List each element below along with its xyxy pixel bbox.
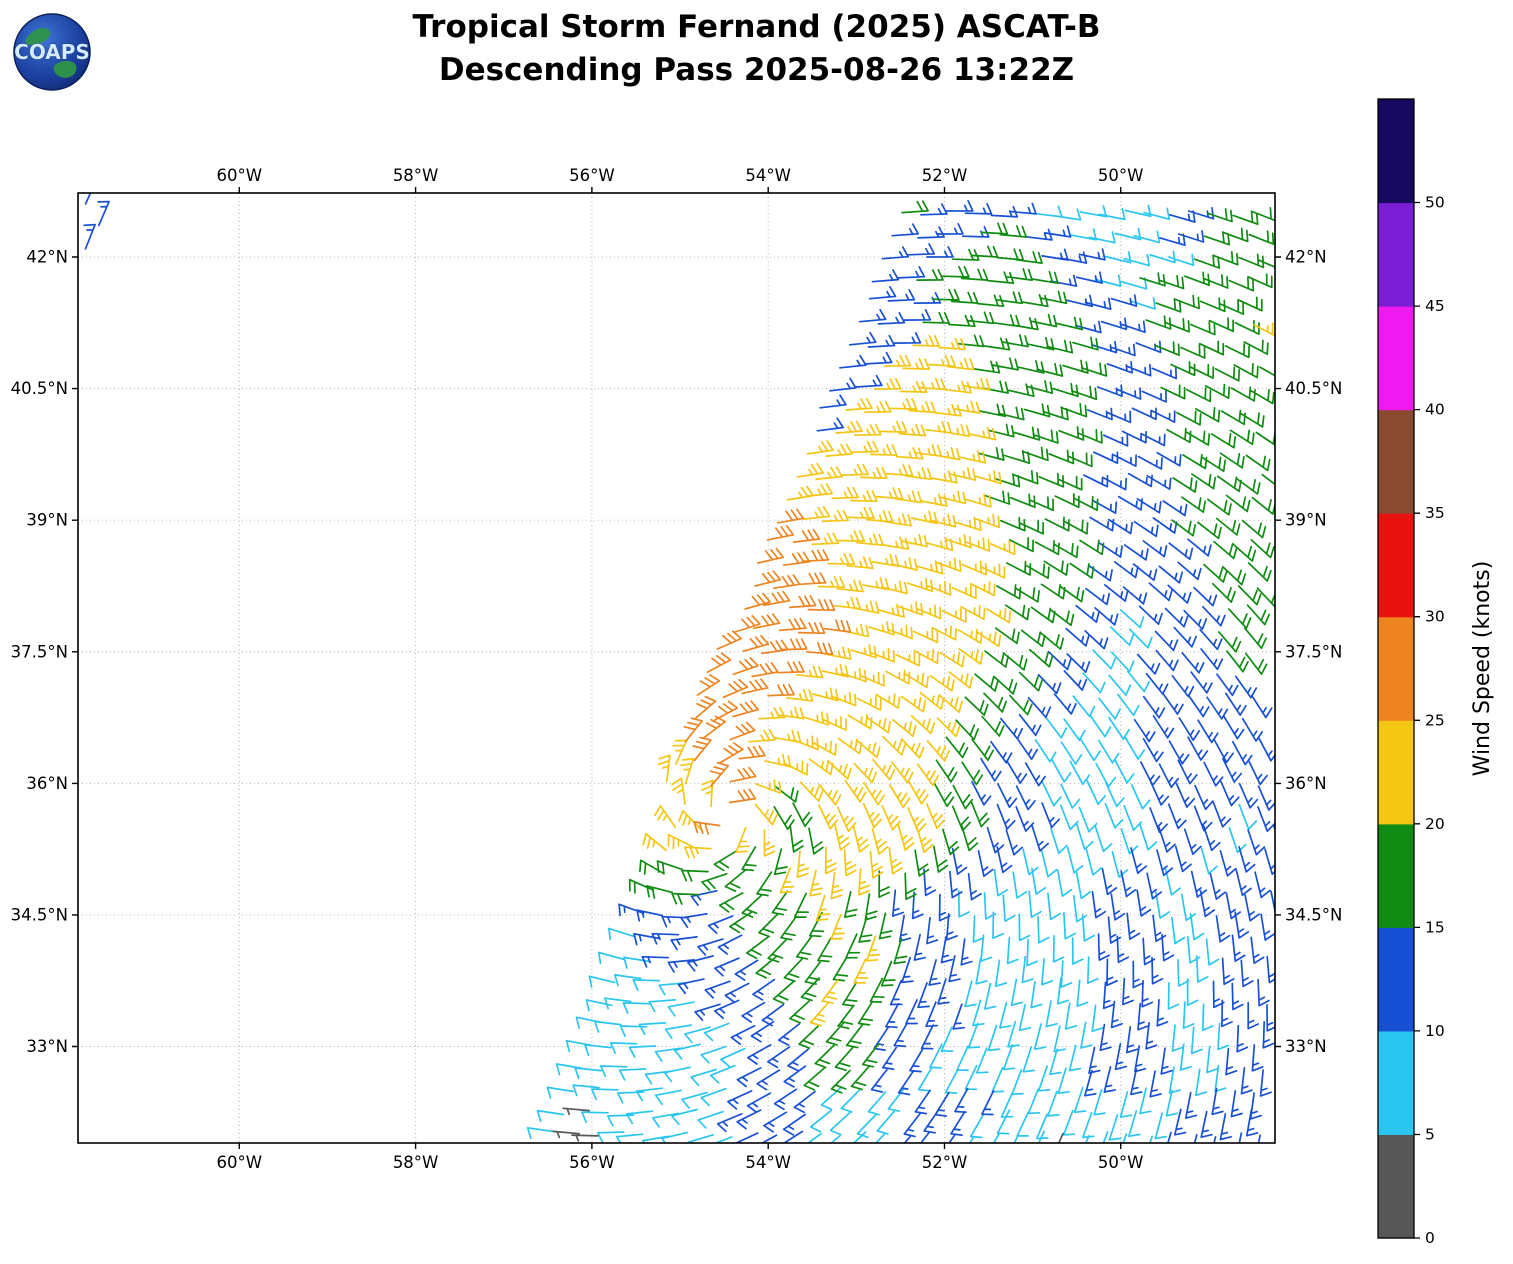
y-tick-label-right: 42°N	[1285, 248, 1327, 267]
x-tick-label-bottom: 54°W	[745, 1153, 791, 1172]
wind-barbs-layer	[83, 193, 1275, 1143]
plot-border	[77, 192, 1276, 1144]
landmass-south	[53, 60, 77, 78]
wind-barbs-orange-25-30	[683, 508, 852, 835]
y-tick-label-left: 40.5°N	[11, 379, 68, 398]
title-line-1: Tropical Storm Fernand (2025) ASCAT-B	[412, 9, 1101, 45]
colorbar-border	[1377, 98, 1415, 1239]
x-tick-label-top: 54°W	[745, 166, 791, 185]
x-tick-label-bottom: 60°W	[217, 1153, 263, 1172]
title-line-2: Descending Pass 2025-08-26 13:22Z	[438, 52, 1075, 88]
y-tick-label-right: 34.5°N	[1285, 905, 1342, 924]
colorbar: 0 5 10 15 20 25 30 35 40 45 50 Wind Speed (knots)	[1377, 98, 1495, 1247]
colorbar-tick-label: 25	[1425, 711, 1445, 729]
coaps-logo-text: COAPS	[14, 40, 90, 64]
wind-barbs-green-15-20	[628, 200, 1275, 1094]
x-tick-label-bottom: 52°W	[922, 1153, 968, 1172]
colorbar-tick-label: 5	[1425, 1126, 1435, 1144]
wind-barbs-cyan-5-10	[526, 204, 1258, 1143]
y-tick-label-right: 39°N	[1285, 511, 1327, 530]
y-tick-label-right: 40.5°N	[1285, 379, 1342, 398]
colorbar-tick-label: 0	[1425, 1229, 1435, 1247]
wind-barbs-yellow-20-25	[642, 322, 1275, 1027]
y-tick-label-right: 33°N	[1285, 1037, 1327, 1056]
coaps-logo: COAPS	[12, 12, 92, 92]
y-tick-label-left: 42°N	[26, 248, 68, 267]
colorbar-tick-label: 10	[1425, 1022, 1445, 1040]
colorbar-tick-label: 30	[1425, 608, 1445, 626]
colorbar-ticks	[1414, 201, 1420, 1239]
colorbar-tick-label: 15	[1425, 918, 1445, 936]
x-tick-label-bottom: 58°W	[393, 1153, 439, 1172]
colorbar-tick-label: 35	[1425, 504, 1445, 522]
axis-labels: 60°W 60°W 58°W 58°W 56°W 56°W 54°W 54°W 52°W 52°W…	[11, 166, 1343, 1172]
y-tick-label-left: 34.5°N	[11, 905, 68, 924]
coaps-logo-globe: COAPS	[13, 13, 91, 91]
landmass-north	[25, 27, 51, 45]
x-tick-label-top: 60°W	[217, 166, 263, 185]
plot-area	[78, 193, 1275, 1143]
y-tick-label-left: 39°N	[26, 511, 68, 530]
y-tick-label-right: 37.5°N	[1285, 642, 1342, 661]
axis-ticks	[72, 187, 1281, 1149]
wind-barbs-gray-0-5	[552, 1107, 1064, 1143]
figure-title: Tropical Storm Fernand (2025) ASCAT-B De…	[0, 6, 1513, 92]
colorbar-tick-label: 40	[1425, 401, 1445, 419]
colorbar-tick-label: 50	[1425, 194, 1445, 212]
x-tick-label-top: 56°W	[569, 166, 615, 185]
y-tick-label-left: 36°N	[26, 774, 68, 793]
x-tick-label-top: 52°W	[922, 166, 968, 185]
x-tick-label-top: 50°W	[1098, 166, 1144, 185]
colorbar-title: Wind Speed (knots)	[1470, 561, 1495, 777]
colorbar-tick-label: 20	[1425, 815, 1445, 833]
y-tick-label-left: 37.5°N	[11, 642, 68, 661]
colorbar-tick-label: 45	[1425, 297, 1445, 315]
x-tick-label-top: 58°W	[393, 166, 439, 185]
y-tick-label-left: 33°N	[26, 1037, 68, 1056]
wind-barbs-blue-10-15	[83, 193, 1275, 1143]
x-tick-label-bottom: 50°W	[1098, 1153, 1144, 1172]
y-tick-label-right: 36°N	[1285, 774, 1327, 793]
x-tick-label-bottom: 56°W	[569, 1153, 615, 1172]
